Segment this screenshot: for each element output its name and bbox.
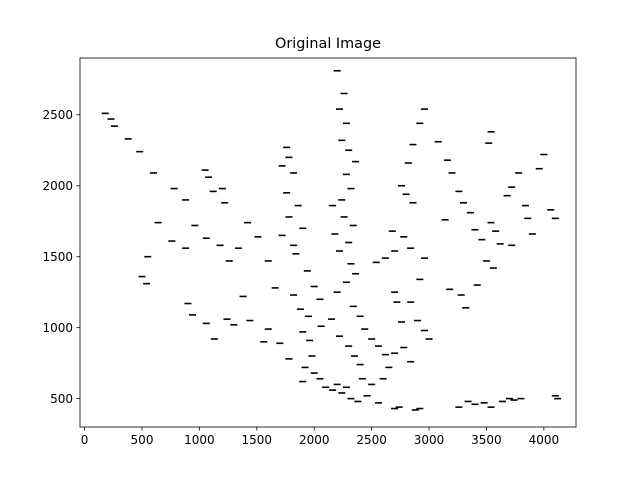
x-tick-label: 4000 xyxy=(529,433,560,447)
y-tick-label: 1000 xyxy=(42,321,73,335)
x-tick-label: 500 xyxy=(131,433,154,447)
x-tick-label: 2000 xyxy=(299,433,330,447)
x-tick-label: 3000 xyxy=(414,433,445,447)
y-tick-label: 2500 xyxy=(42,108,73,122)
x-tick-label: 3500 xyxy=(471,433,502,447)
x-tick-label: 1500 xyxy=(242,433,273,447)
y-tick-label: 500 xyxy=(50,392,73,406)
x-tick-label: 2500 xyxy=(356,433,387,447)
y-tick-label: 2000 xyxy=(42,179,73,193)
plot-area: 0 500 1000 1500 2000 2500 3000 3500 4000 500 1000 1… xyxy=(42,57,577,447)
axes-frame xyxy=(79,57,577,428)
y-tick-label: 1500 xyxy=(42,250,73,264)
x-tick-label: 1000 xyxy=(184,433,215,447)
x-tick-label: 0 xyxy=(81,433,89,447)
chart-title: Original Image xyxy=(275,36,381,52)
